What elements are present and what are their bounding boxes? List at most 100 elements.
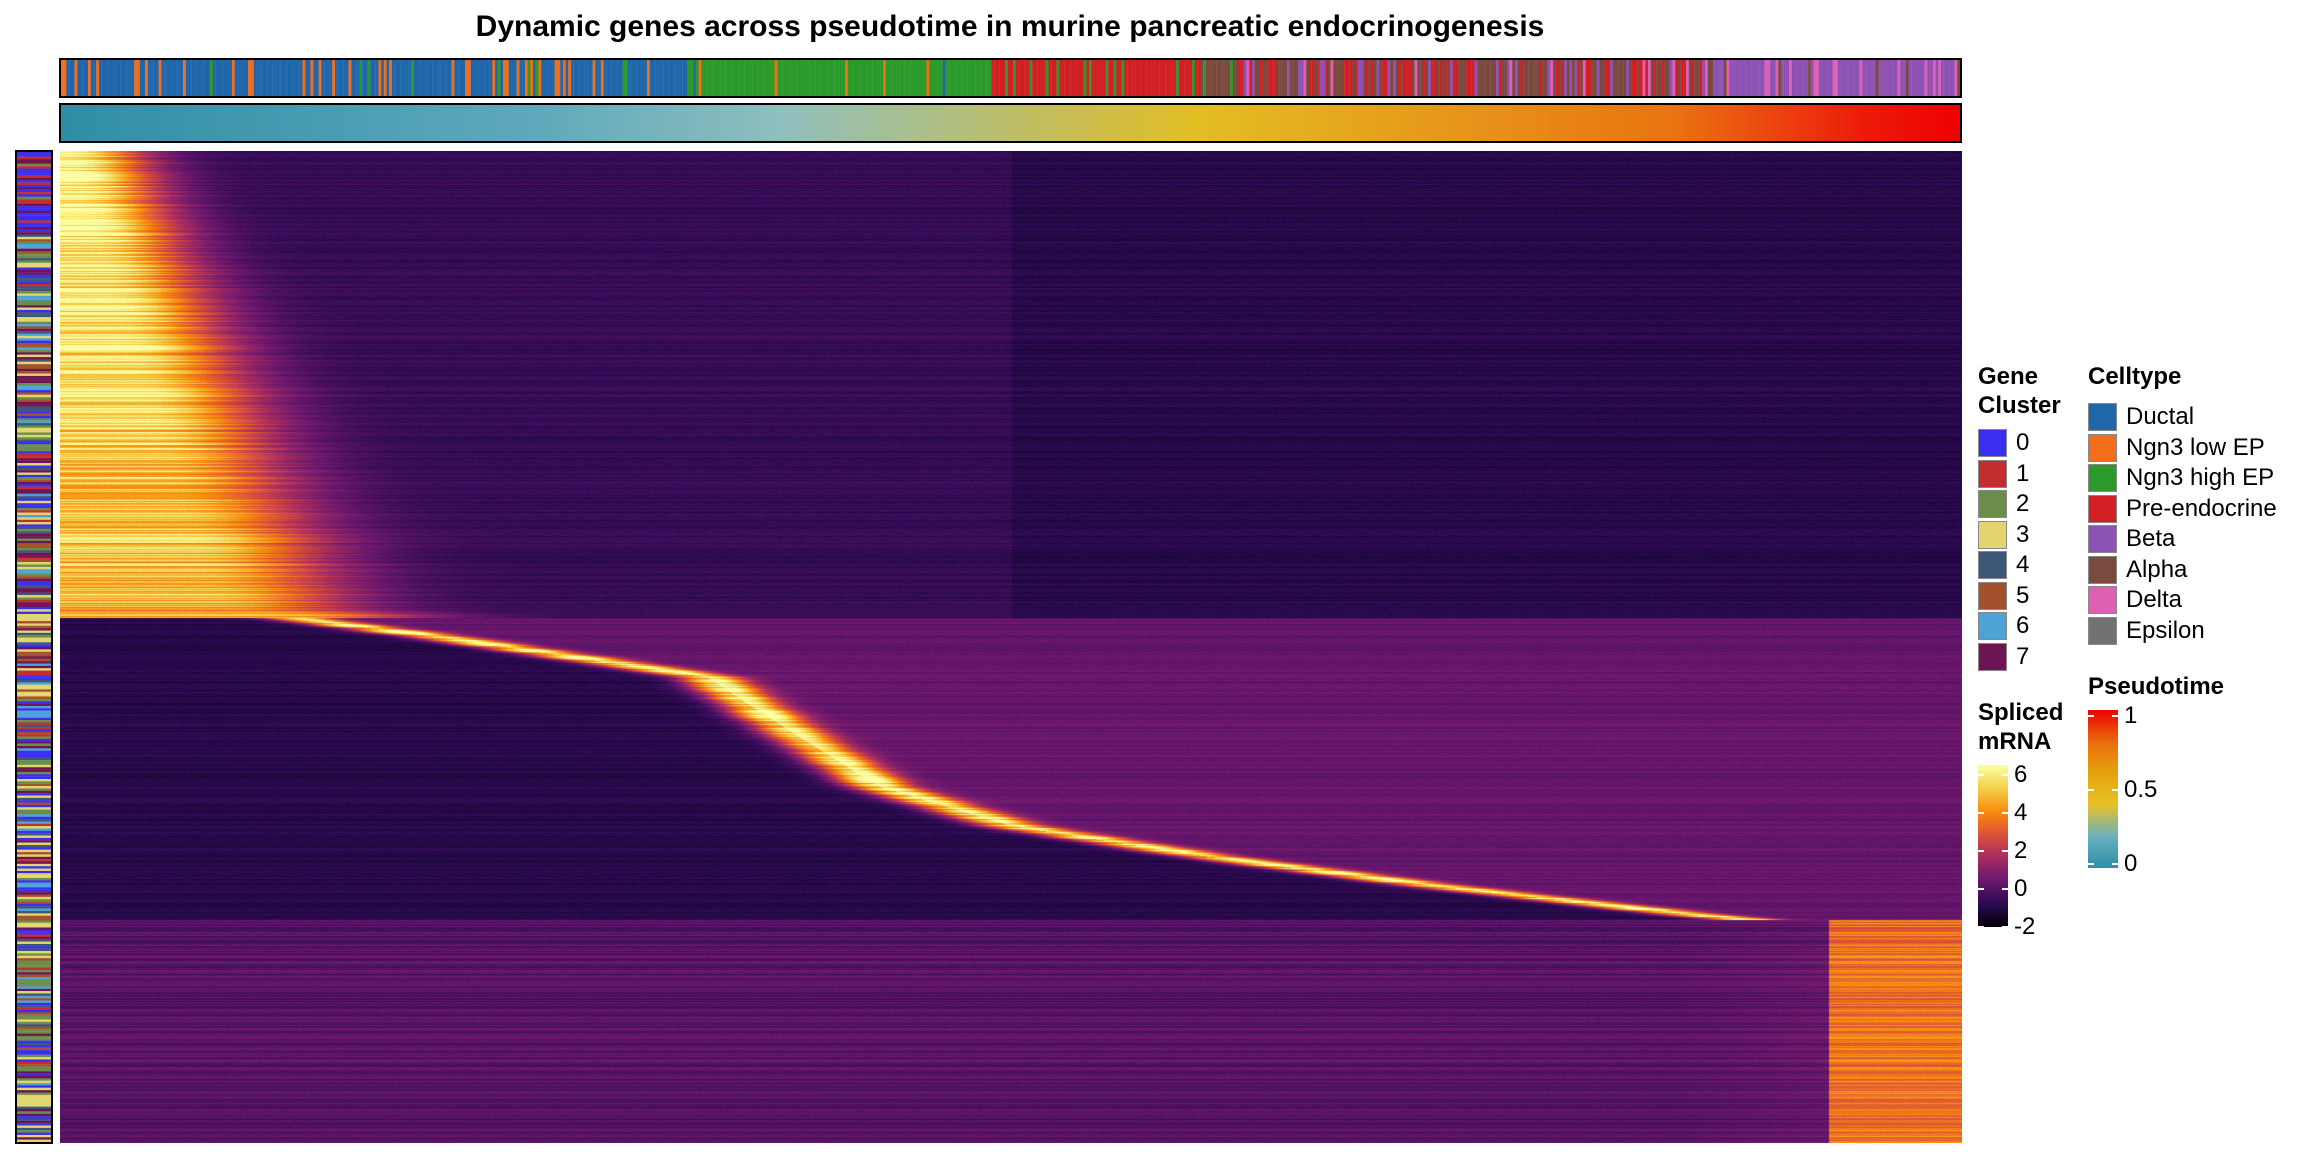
- celltype-strip: [378, 60, 382, 96]
- gene-cluster-strip: [17, 291, 51, 294]
- celltype-strip: [1279, 60, 1282, 96]
- gene-cluster-strip: [17, 272, 51, 275]
- celltype-strip: [476, 60, 479, 96]
- celltype-strip: [1246, 60, 1250, 96]
- celltype-strip: [1601, 60, 1605, 96]
- celltype-strip: [71, 60, 75, 96]
- celltype-strip: [820, 60, 824, 96]
- celltype-strip: [448, 60, 452, 96]
- celltype-strip: [934, 60, 938, 96]
- celltype-strip: [77, 60, 81, 96]
- celltype-strip: [1091, 60, 1095, 96]
- celltype-strip: [703, 60, 707, 96]
- gene-cluster-strip: [17, 498, 51, 501]
- gene-cluster-strip: [17, 1061, 51, 1065]
- celltype-strip: [1398, 60, 1402, 96]
- celltype-strip: [66, 60, 70, 96]
- celltype-strip: [1433, 60, 1437, 96]
- gene-cluster-strip: [17, 397, 51, 400]
- celltype-strip: [812, 60, 816, 96]
- celltype-strip: [1694, 60, 1697, 96]
- celltype-strip: [1355, 60, 1358, 96]
- celltype-strip: [1143, 60, 1147, 96]
- celltype-strip: [1371, 60, 1375, 96]
- gene-cluster-strip: [17, 694, 51, 697]
- gene-cluster-strip: [17, 958, 51, 961]
- gene-cluster-strip: [17, 915, 51, 919]
- gene-cluster-strip: [17, 298, 51, 301]
- celltype-strip: [359, 60, 363, 96]
- celltype-strip: [267, 60, 271, 96]
- celltype-strip: [1262, 60, 1266, 96]
- gene-cluster-strip: [17, 177, 51, 181]
- celltype-strip: [1840, 60, 1844, 96]
- gene-cluster-strip: [17, 647, 51, 650]
- celltype-strip: [1780, 60, 1784, 96]
- celltype-strip: [283, 60, 287, 96]
- celltype-strip: [1930, 60, 1934, 96]
- celltype-strip: [611, 60, 615, 96]
- celltype-strip: [1308, 60, 1312, 96]
- gene-cluster-strip: [17, 691, 51, 695]
- celltype-strip: [1452, 60, 1456, 96]
- celltype-legend-item: Pre-endocrine: [2088, 494, 2277, 524]
- celltype-strip: [1734, 60, 1738, 96]
- celltype-strip: [1189, 60, 1193, 96]
- celltype-strip: [1281, 60, 1285, 96]
- celltype-strip: [1957, 60, 1960, 96]
- celltype-strip: [1951, 60, 1955, 96]
- gene-cluster-strip: [17, 361, 51, 365]
- gene-cluster-strip: [17, 519, 51, 523]
- celltype-strip: [123, 60, 127, 96]
- celltype-strip: [90, 60, 94, 96]
- gene-cluster-strip: [17, 366, 51, 369]
- gene-cluster-strip: [17, 599, 51, 603]
- gene-cluster-strip: [17, 312, 51, 315]
- celltype-strip: [858, 60, 862, 96]
- celltype-strip: [1460, 60, 1464, 96]
- celltype-strip: [1721, 60, 1725, 96]
- celltype-strip: [785, 60, 789, 96]
- celltype-strip: [695, 60, 699, 96]
- celltype-strip: [1783, 60, 1787, 96]
- gene-cluster-strip: [17, 526, 51, 530]
- celltype-strip: [269, 60, 273, 96]
- celltype-strip: [1908, 60, 1912, 96]
- gene-cluster-strip: [17, 562, 51, 565]
- gene-cluster-legend-label: 4: [2016, 551, 2030, 578]
- gene-cluster-strip: [17, 797, 51, 801]
- celltype-strip: [1856, 60, 1860, 96]
- celltype-strip: [1422, 60, 1426, 96]
- celltype-legend-label: Ductal: [2126, 403, 2195, 430]
- celltype-strip: [1620, 60, 1624, 96]
- gene-cluster-strip: [17, 1038, 51, 1041]
- gene-cluster-strip: [17, 788, 51, 791]
- spliced-mrna-tick-label: 0: [2014, 874, 2028, 902]
- gene-cluster-strip: [17, 423, 51, 426]
- celltype-strip: [492, 60, 496, 96]
- gene-cluster-strip: [17, 852, 51, 855]
- celltype-legend-item: Alpha: [2088, 555, 2187, 585]
- celltype-strip: [1401, 60, 1404, 96]
- gene-cluster-strip: [17, 218, 51, 221]
- celltype-strip: [684, 60, 688, 96]
- gene-cluster-strip: [17, 251, 51, 254]
- gene-cluster-strip: [17, 510, 51, 513]
- gene-cluster-strip: [17, 823, 51, 827]
- gene-cluster-strip: [17, 156, 51, 160]
- spliced-mrna-tick: [1978, 773, 1984, 776]
- celltype-strip: [394, 60, 398, 96]
- celltype-strip: [164, 60, 167, 96]
- gene-cluster-strip: [17, 649, 51, 652]
- celltype-strip: [1482, 60, 1486, 96]
- celltype-strip: [1406, 60, 1410, 96]
- gene-cluster-strip: [17, 449, 51, 452]
- celltype-strip: [1555, 60, 1559, 96]
- gene-cluster-strip: [17, 328, 51, 332]
- celltype-strip: [766, 60, 770, 96]
- celltype-strip: [367, 60, 371, 96]
- gene-cluster-strip: [17, 936, 51, 940]
- gene-cluster-strip: [17, 248, 51, 252]
- spliced-mrna-tick: [1978, 887, 1984, 890]
- celltype-strip: [1753, 60, 1757, 96]
